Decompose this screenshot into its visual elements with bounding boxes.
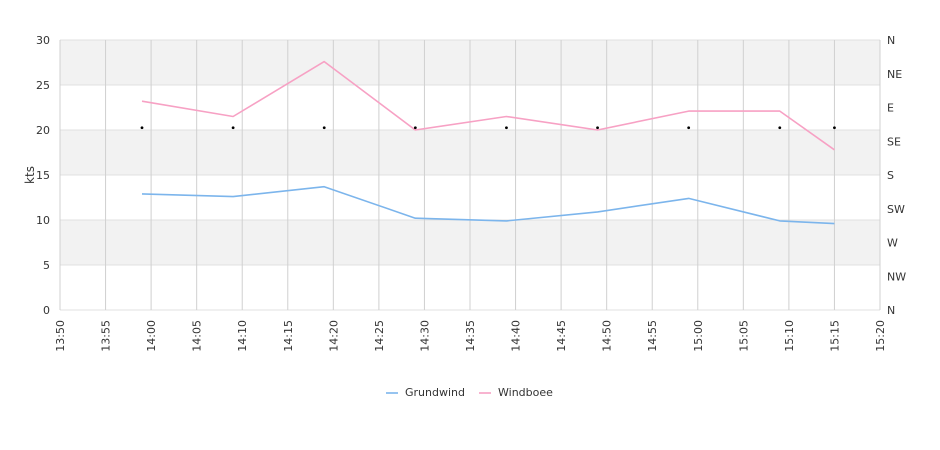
y-tick-label: 0 (43, 304, 50, 317)
direction-tick-label: NW (887, 270, 906, 283)
legend-item-windboee[interactable]: Windboee (479, 386, 553, 399)
direction-point (140, 126, 144, 130)
direction-point (778, 126, 782, 130)
direction-tick-label: E (887, 102, 894, 115)
x-tick-label: 14:25 (373, 320, 386, 352)
x-tick-label: 14:15 (282, 320, 295, 352)
x-tick-label: 15:00 (692, 320, 705, 352)
x-tick-label: 15:05 (737, 320, 750, 352)
x-tick-label: 14:45 (555, 320, 568, 352)
series-line-windboee (141, 60, 835, 151)
y-tick-label: 15 (36, 169, 50, 182)
y-tick-label: 5 (43, 259, 50, 272)
y-axis-title: kts (23, 166, 37, 184)
direction-point (596, 126, 599, 130)
x-tick-label: 13:55 (100, 320, 113, 352)
x-tick-label: 15:15 (828, 320, 841, 352)
direction-point (413, 126, 417, 130)
x-tick-label: 15:20 (874, 320, 887, 352)
x-tick-label: 14:20 (327, 320, 340, 352)
x-tick-label: 14:40 (510, 320, 523, 352)
legend-label: Grundwind (405, 386, 465, 399)
x-tick-label: 14:50 (601, 320, 614, 352)
grid-lines (59, 39, 881, 311)
legend-label: Windboee (498, 386, 553, 399)
direction-tick-label: S (887, 169, 894, 182)
y-tick-label: 20 (36, 124, 50, 137)
direction-point (833, 126, 836, 130)
y-axis-left: 0 5 10 15 20 25 30 (36, 34, 50, 317)
x-tick-label: 14:10 (236, 320, 249, 352)
x-tick-label: 15:10 (783, 320, 796, 352)
direction-tick-label: NE (887, 68, 902, 81)
series-lines (141, 60, 835, 225)
y-tick-label: 25 (36, 79, 50, 92)
direction-point (231, 126, 235, 130)
direction-point (322, 126, 326, 130)
direction-point (505, 126, 508, 130)
direction-tick-label: SW (887, 203, 905, 216)
y-axis-right-direction: N NW W SW S SE E NE N (887, 34, 906, 317)
series-line-grundwind (141, 185, 835, 225)
x-tick-label: 14:05 (191, 320, 204, 352)
direction-tick-label: SE (887, 135, 901, 148)
direction-points (140, 126, 836, 130)
y-tick-label: 30 (36, 34, 50, 47)
x-tick-label: 14:35 (464, 320, 477, 352)
direction-point (687, 126, 691, 130)
x-tick-label: 14:30 (418, 320, 431, 352)
direction-tick-label: W (887, 237, 898, 250)
legend-item-grundwind[interactable]: Grundwind (386, 386, 465, 399)
x-tick-label: 14:55 (646, 320, 659, 352)
x-tick-label: 13:50 (54, 320, 67, 352)
x-tick-label: 14:00 (145, 320, 158, 352)
legend[interactable]: Grundwind Windboee (386, 386, 553, 399)
y-tick-label: 10 (36, 214, 50, 227)
direction-tick-label: N (887, 34, 895, 47)
x-axis: 13:50 13:55 14:00 14:05 14:10 14:15 14:20 14:25… (54, 320, 887, 352)
direction-tick-label: N (887, 304, 895, 317)
